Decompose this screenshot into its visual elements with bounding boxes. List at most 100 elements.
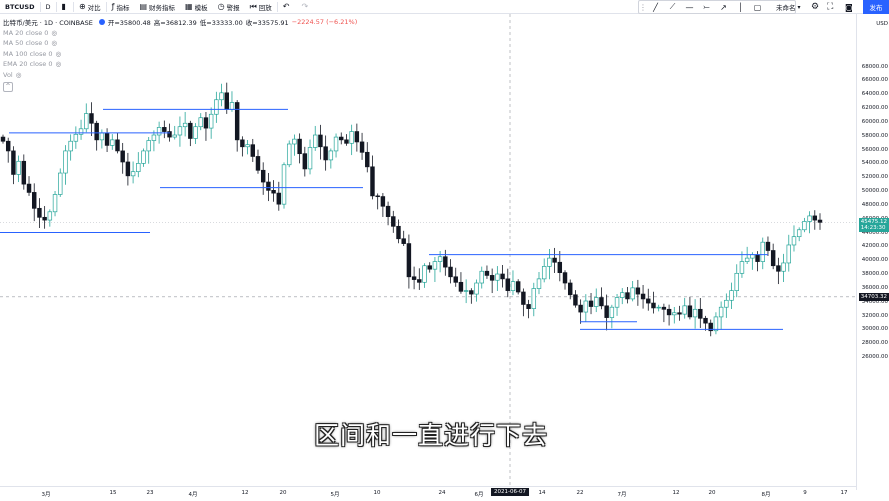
- time-tick-label: 12: [241, 490, 249, 496]
- redo-button[interactable]: ↷: [296, 0, 315, 14]
- price-tick-label: 32000.00: [861, 312, 888, 319]
- candle-body: [188, 122, 193, 139]
- chart-type-button[interactable]: ▮: [57, 0, 73, 14]
- time-tick-label: 4月: [188, 492, 198, 498]
- symbol-search[interactable]: BTCUSD: [0, 0, 40, 14]
- candle-body: [396, 225, 401, 240]
- publish-button[interactable]: 发布: [863, 0, 889, 14]
- candle-body: [339, 136, 344, 141]
- templates-button[interactable]: ▦ 模板: [180, 0, 213, 14]
- drag-handle-icon[interactable]: ⋮: [639, 2, 647, 12]
- undo-button[interactable]: ↶: [278, 0, 297, 14]
- indicator-row[interactable]: MA 50 close 0 ◎: [3, 38, 360, 49]
- ohlc-low: 低=33333.00: [199, 19, 243, 28]
- price-tick-label: 66000.00: [861, 77, 888, 84]
- candle-body: [583, 300, 589, 313]
- candle-body: [365, 151, 370, 168]
- indicator-label: EMA 20 close 0: [3, 60, 53, 69]
- crosshair-date-tag: 2021-06-07: [491, 488, 529, 496]
- ohlc-open: 开=35800.48: [107, 19, 151, 28]
- candle-body: [146, 140, 151, 152]
- candle-body: [281, 164, 287, 205]
- price-tick-label: 44000.00: [861, 229, 888, 236]
- candle-body: [370, 166, 375, 197]
- candle-body: [104, 132, 110, 146]
- candle-body: [437, 256, 443, 262]
- candle-body: [385, 205, 391, 217]
- candle-body: [698, 308, 703, 319]
- vertical-line-icon[interactable]: │: [738, 2, 743, 12]
- alert-button[interactable]: ◷ 警报: [213, 0, 245, 14]
- candle-body: [625, 292, 630, 300]
- time-tick-label: 22: [576, 490, 584, 496]
- candle-body: [16, 160, 21, 175]
- alarm-clock-icon: ◷: [217, 2, 225, 11]
- rectangle-icon[interactable]: ▢: [753, 2, 762, 12]
- eye-off-icon[interactable]: ◎: [55, 49, 62, 58]
- candle-body: [500, 273, 505, 280]
- candle-body: [417, 279, 422, 283]
- market-status-icon: [98, 19, 105, 26]
- redo-icon: ↷: [301, 2, 309, 11]
- candle-body: [505, 278, 510, 291]
- candle-body: [229, 102, 235, 110]
- snapshot-button[interactable]: ◙: [845, 0, 853, 14]
- time-tick-label: 20: [279, 490, 287, 496]
- chevron-down-icon: ▾: [797, 3, 801, 11]
- candle-body: [245, 144, 250, 148]
- price-tick-label: 50000.00: [861, 188, 888, 195]
- price-tick-label: 60000.00: [861, 118, 888, 125]
- horizontal-line-icon[interactable]: —: [685, 2, 694, 12]
- interval-button[interactable]: D: [41, 0, 56, 14]
- time-tick-label: 12: [672, 490, 680, 496]
- candle-body: [786, 244, 792, 264]
- drawing-toolbar: ⋮ ╱ ⟋ — ⤚ ↗ │ ▢: [638, 0, 796, 14]
- symbol-info-row: 比特币/美元 · 1D · COINBASE 开=35800.48 高=3681…: [3, 17, 360, 28]
- candle-body: [724, 299, 729, 308]
- eye-off-icon[interactable]: ◎: [55, 60, 62, 69]
- bar-countdown: 14:23:30: [860, 225, 886, 232]
- candle-body: [276, 192, 282, 205]
- compare-button[interactable]: ⊕ 对比: [74, 0, 106, 14]
- video-subtitle: 区间和一直进行下去: [314, 421, 549, 450]
- arrow-icon[interactable]: ↗: [720, 2, 727, 12]
- candle-body: [552, 257, 557, 263]
- financials-button[interactable]: ▤ 财务指标: [134, 0, 180, 14]
- time-tick-label: 9: [803, 490, 807, 496]
- settings-button[interactable]: ⚙: [811, 0, 819, 14]
- indicator-label: Vol: [3, 70, 13, 79]
- trend-line-icon[interactable]: ╱: [653, 2, 658, 12]
- layout-name-button[interactable]: 未命名 ▾: [776, 0, 801, 14]
- candle-body: [344, 139, 349, 144]
- eye-off-icon[interactable]: ◎: [51, 39, 58, 48]
- indicator-row[interactable]: EMA 20 close 0 ◎: [3, 59, 360, 70]
- candle-body: [130, 171, 136, 177]
- candle-body: [531, 288, 537, 309]
- horizontal-ray-icon[interactable]: ⤚: [703, 2, 710, 11]
- fullscreen-button[interactable]: ⛶: [827, 0, 833, 14]
- undo-icon: ↶: [282, 2, 290, 11]
- last-price-value: 45475.12: [860, 219, 887, 226]
- indicator-row[interactable]: MA 20 close 0 ◎: [3, 28, 360, 39]
- candle-body: [515, 281, 521, 293]
- indicator-row[interactable]: MA 100 close 0 ◎: [3, 49, 360, 60]
- candle-body: [651, 302, 656, 309]
- indicators-button[interactable]: ƒ 指标: [107, 0, 135, 14]
- candle-body: [156, 127, 162, 136]
- price-chart[interactable]: [0, 14, 856, 486]
- time-tick-label: 14: [538, 490, 546, 496]
- eye-off-icon[interactable]: ◎: [15, 70, 22, 79]
- candle-body: [0, 136, 6, 142]
- symbol-title: 比特币/美元 · 1D · COINBASE: [3, 19, 93, 28]
- eye-off-icon[interactable]: ◎: [51, 28, 58, 37]
- ray-icon[interactable]: ⟋: [669, 2, 676, 11]
- indicator-row[interactable]: Vol ◎: [3, 70, 360, 81]
- candle-body: [536, 278, 542, 289]
- time-tick-label: 6月: [474, 492, 484, 498]
- replay-button[interactable]: ⏮ 回放: [245, 0, 277, 14]
- collapse-legend-button[interactable]: ^: [3, 82, 13, 92]
- candle-body: [214, 99, 219, 115]
- time-axis[interactable]: 3月 15 23 4月 12 20 5月 10 24 6月 14 22 7月 12 20 8月 9 17 2021-…: [0, 486, 856, 501]
- price-axis[interactable]: USD 68000.00 66000.00 64000.00 62000.00 6000…: [856, 14, 889, 490]
- candle-body: [120, 150, 125, 163]
